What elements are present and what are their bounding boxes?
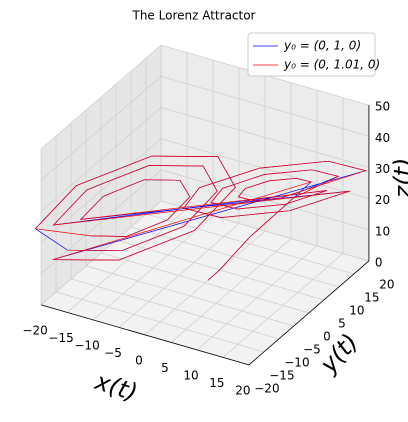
y-tick-label: 5 [338,316,346,330]
grid-line [130,226,340,288]
z-tick-label: 30 [375,162,390,176]
legend-label: y₀ = (0, 1.01, 0) [283,58,380,72]
x-tick-label: 10 [183,368,198,382]
y-tick-label: 10 [349,303,364,317]
x-axis-label: x(t) [91,367,141,407]
z-tick-label: 50 [375,100,390,114]
y-tick-label: 0 [323,329,331,343]
chart-title: The Lorenz Attractor [132,9,256,23]
grid-line [40,200,162,306]
grid-line [160,107,370,168]
x-tick-label: −20 [22,323,47,337]
grid-line [40,107,162,212]
x-tick-label: 0 [135,353,143,367]
y-tick-label: 20 [379,277,394,291]
x-tick-label: 20 [235,383,250,397]
legend-box [247,32,376,77]
z-tick-label: 40 [375,131,390,145]
x-tick-label: 5 [161,361,169,375]
grid-line [160,138,370,200]
y-axis-label: y(t) [314,328,364,379]
x-tick-label: 15 [209,376,224,390]
y-tick-label: 15 [364,290,379,304]
legend: y₀ = (0, 1, 0) y₀ = (0, 1.01, 0) [247,32,380,77]
x-tick-label: −5 [104,346,122,360]
y-tick-label: −5 [303,342,321,356]
grid-line [40,138,162,243]
grid-line [160,75,370,137]
y-tick-label: −10 [284,355,309,369]
x-tick-label: −15 [48,331,73,345]
trajectory [34,155,367,281]
grid-line [100,252,310,314]
z-axis-label: z(t) [389,158,408,200]
grid-line [40,44,162,150]
y-tick-label: −20 [254,381,279,395]
y-axis-line [248,260,370,366]
x-axis-line [40,304,250,366]
grid-line [40,169,162,275]
grid-line [145,213,355,275]
legend-label: y₀ = (0, 1, 0) [283,39,361,53]
grid-line [55,291,265,353]
y-tick-label: −15 [269,368,294,382]
grid-line [70,278,280,340]
x-tick-label: −10 [74,338,99,352]
grid-line [85,265,295,327]
z-tick-label: 0 [375,255,383,269]
z-tick-label: 20 [375,193,390,207]
z-tick-label: 10 [375,224,390,238]
grid-line [40,75,162,181]
